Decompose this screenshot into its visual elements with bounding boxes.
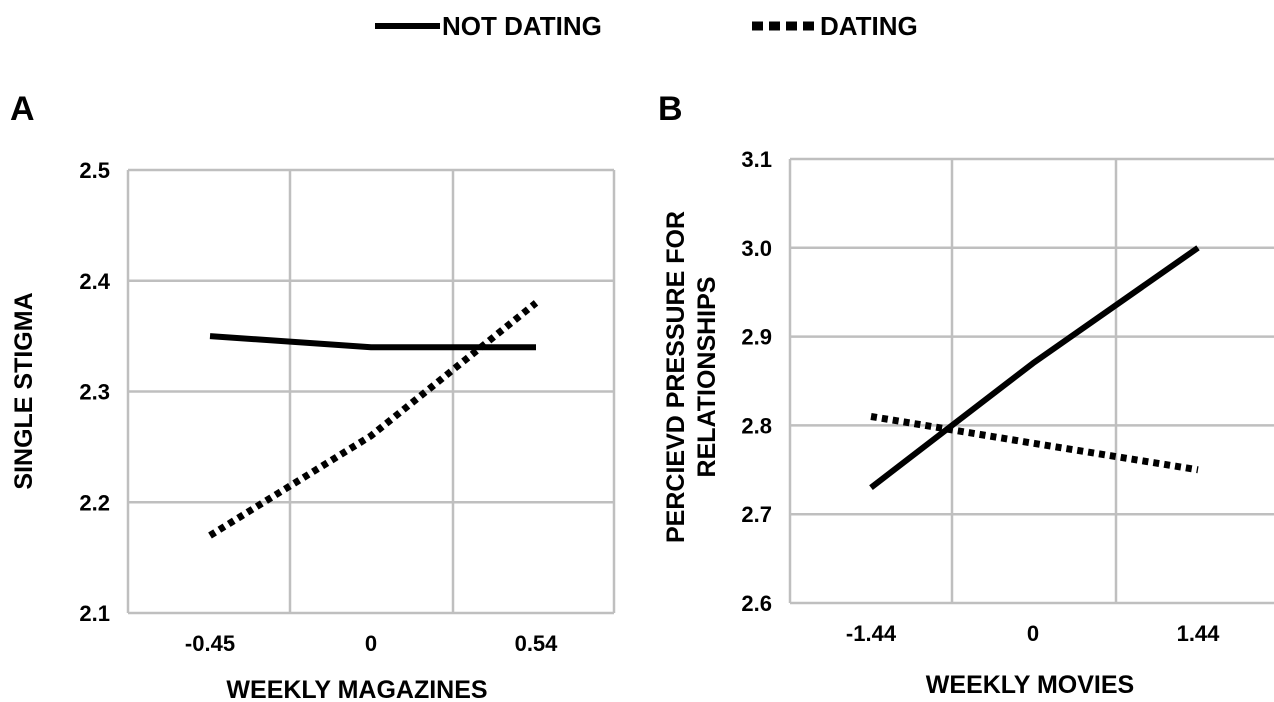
panel-b-y-tick-label: 2.9: [741, 325, 772, 350]
panel-b-y-tick-label: 2.7: [741, 502, 772, 527]
panel-b-x-tick-label: 0: [1027, 621, 1039, 646]
panel-b-series-not-dating-line: [869, 245, 1200, 490]
panel-a-x-tick-label: 0.54: [515, 631, 559, 656]
panel-a-y-tick-label: 2.1: [79, 601, 110, 626]
panel-b-y-axis-title-line-2: RELATIONSHIPS: [693, 277, 721, 478]
panel-b-x-ticks: -1.44 0 1.44: [846, 621, 1220, 646]
panel-b-x-tick-label: 1.44: [1177, 621, 1221, 646]
panel-b-y-tick-label: 2.8: [741, 413, 772, 438]
panel-a-x-ticks: -0.45 0 0.54: [185, 631, 558, 656]
panel-a-series: [208, 300, 539, 539]
panel-b-x-tick-label: -1.44: [846, 621, 897, 646]
panel-b: B 2.6 2.7 2.8 2.9 3.0 3.1 -1.44 0 1.44 WEEKLY M…: [658, 90, 1274, 699]
panel-b-y-tick-label: 3.1: [741, 147, 772, 172]
panel-b-grid: [788, 157, 1274, 605]
panel-a-y-tick-label: 2.2: [79, 490, 110, 515]
panel-a-y-tick-label: 2.3: [79, 380, 110, 405]
legend-label-dating: DATING: [820, 11, 918, 41]
panel-a-series-dating-line: [208, 300, 539, 539]
panel-a-y-tick-label: 2.5: [79, 158, 110, 183]
panel-a-grid: [126, 168, 616, 615]
panel-b-x-axis-title: WEEKLY MOVIES: [926, 671, 1134, 699]
panel-a-y-ticks: 2.1 2.2 2.3 2.4 2.5: [79, 158, 110, 626]
panel-a: A 2.1 2.2 2.3 2.4 2.5 -0.45 0 0.54 WEEKLY MAGA…: [10, 90, 616, 702]
panel-a-label: A: [10, 90, 35, 128]
panel-b-y-axis-title-line-1: PERCIEVD PRESSURE FOR: [662, 211, 690, 543]
panel-b-label: B: [658, 90, 683, 128]
legend: NOT DATING DATING: [375, 11, 918, 41]
panel-b-series: [869, 245, 1200, 490]
panel-a-y-axis-title: SINGLE STIGMA: [10, 292, 38, 489]
legend-label-not-dating: NOT DATING: [442, 11, 602, 41]
panel-a-x-tick-label: 0: [365, 631, 377, 656]
panel-a-series-not-dating-line: [209, 333, 536, 351]
panel-a-x-axis-title: WEEKLY MAGAZINES: [226, 676, 487, 702]
panel-b-y-ticks: 2.6 2.7 2.8 2.9 3.0 3.1: [741, 147, 772, 616]
panel-a-y-tick-label: 2.4: [79, 269, 110, 294]
panel-b-series-dating-line: [870, 413, 1199, 474]
panel-a-x-tick-label: -0.45: [185, 631, 235, 656]
panel-b-y-tick-label: 3.0: [741, 236, 772, 261]
panel-b-y-tick-label: 2.6: [741, 591, 772, 616]
